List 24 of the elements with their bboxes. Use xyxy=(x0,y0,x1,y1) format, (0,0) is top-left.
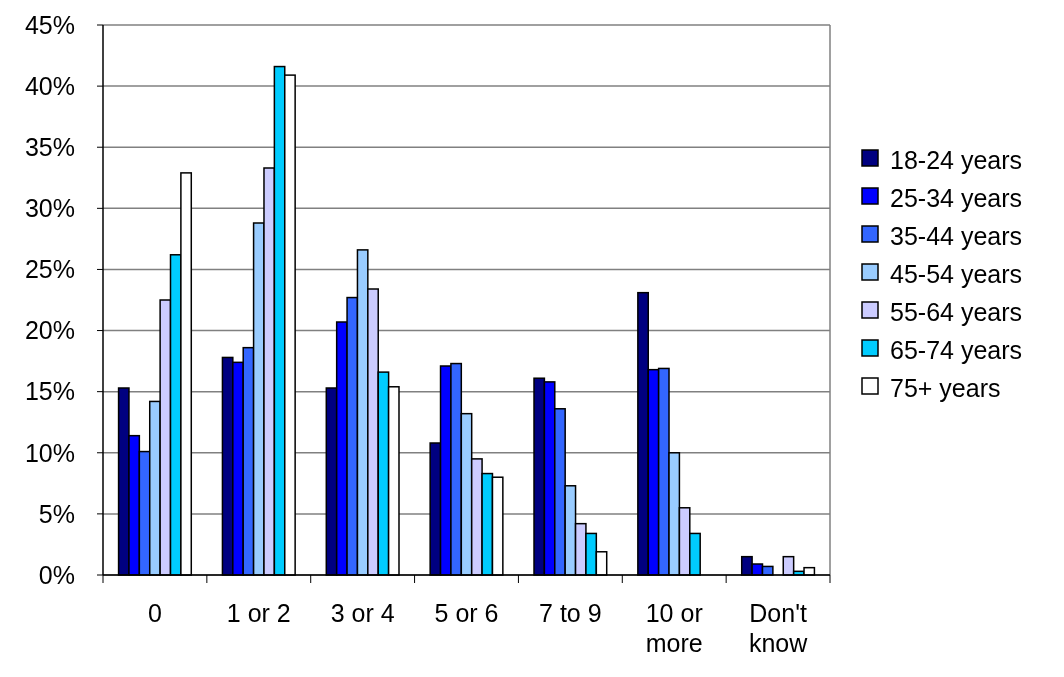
y-tick-label: 30% xyxy=(24,194,75,223)
x-tick-label: 7 to 9 xyxy=(539,599,602,627)
legend-label: 18-24 years xyxy=(890,145,1023,174)
y-tick-label: 20% xyxy=(24,316,75,345)
x-tick-label: 3 or 4 xyxy=(330,599,395,627)
legend-label: 25-34 years xyxy=(890,183,1023,212)
x-tick-label: 5 or 6 xyxy=(434,599,499,627)
x-tick-label: Don't know xyxy=(748,599,809,657)
y-tick-label: 10% xyxy=(24,438,75,467)
y-tick-label: 40% xyxy=(24,71,75,100)
y-tick-label: 45% xyxy=(24,10,75,39)
y-tick-label: 5% xyxy=(38,499,75,528)
legend-label: 75+ years xyxy=(890,373,1001,402)
x-tick-label: 10 or more xyxy=(645,599,703,657)
y-tick-label: 35% xyxy=(24,132,75,161)
y-tick-label: 0% xyxy=(38,560,75,589)
x-tick-label: 1 or 2 xyxy=(226,599,291,627)
legend-label: 35-44 years xyxy=(890,221,1023,250)
legend-label: 45-54 years xyxy=(890,259,1023,288)
y-tick-label: 15% xyxy=(24,377,75,406)
legend-label: 55-64 years xyxy=(890,297,1023,326)
legend-label: 65-74 years xyxy=(890,335,1023,364)
x-tick-label: 0 xyxy=(147,599,162,627)
y-tick-label: 25% xyxy=(24,255,75,284)
